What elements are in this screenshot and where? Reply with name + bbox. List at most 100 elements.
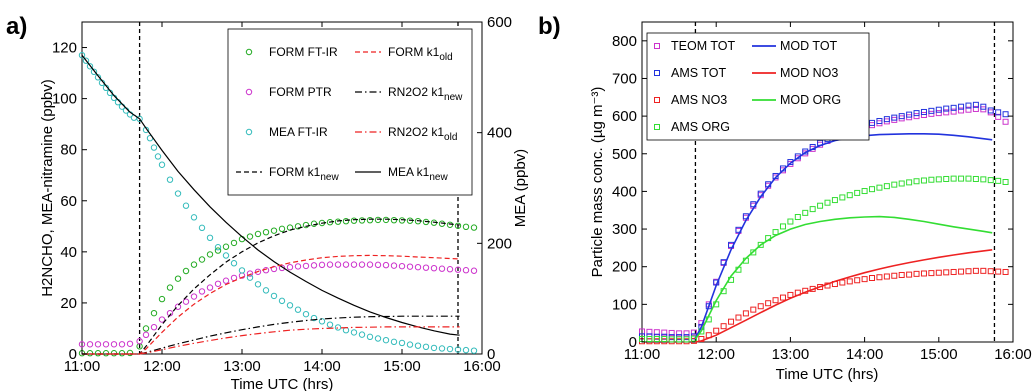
legend-label: AMS TOT: [671, 66, 726, 80]
legend-marker: [245, 128, 253, 136]
data-point: [891, 114, 898, 121]
series-line-mod-no3: [695, 249, 993, 343]
data-point: [683, 330, 690, 337]
data-point: [190, 293, 198, 300]
data-point: [430, 264, 438, 272]
panel-a-x-axis-label: Time UTC (hrs): [231, 376, 334, 391]
data-point: [222, 243, 230, 250]
data-point: [683, 336, 690, 343]
data-point: [965, 268, 972, 275]
data-point: [980, 103, 987, 110]
data-point: [883, 183, 890, 190]
data-point: [470, 347, 478, 354]
data-point: [374, 261, 382, 269]
data-point: [334, 261, 342, 268]
data-point: [350, 217, 358, 224]
x-tick-label: 16:00: [463, 358, 501, 375]
data-point: [350, 329, 358, 336]
data-point: [182, 298, 190, 305]
data-point: [118, 341, 126, 348]
data-point: [454, 266, 462, 273]
data-point: [750, 249, 757, 256]
panel-a-ticks: 11:00 12:00 13:00 14:00 15:00 16:000204060801…: [52, 14, 512, 375]
data-point: [326, 321, 334, 328]
data-point: [462, 267, 470, 274]
legend-label: FORM PTR: [269, 85, 332, 99]
data-point: [414, 263, 422, 271]
x-tick-label: 15:00: [383, 358, 421, 375]
legend-label: FORM FT-IR: [269, 45, 338, 59]
data-point: [935, 110, 942, 117]
data-point: [705, 303, 712, 310]
data-point: [943, 175, 950, 182]
data-point: [302, 221, 310, 229]
y-tick-label: 700: [612, 70, 637, 87]
data-point: [690, 329, 697, 336]
y-tick-label: 20: [60, 295, 77, 312]
data-point: [430, 344, 438, 352]
data-point: [294, 263, 302, 270]
data-point: [913, 113, 920, 120]
data-point: [174, 303, 182, 310]
x-tick-label: 13:00: [223, 358, 261, 375]
data-point: [246, 233, 254, 240]
panel-b-y-axis-label: Particle mass conc. (µg m⁻³): [589, 87, 606, 278]
data-point: [310, 262, 318, 269]
legend-label: TEOM TOT: [671, 39, 735, 53]
y-tick-label: 80: [60, 142, 77, 159]
data-point: [230, 260, 238, 267]
data-point: [350, 261, 358, 268]
data-point: [214, 280, 222, 287]
y-tick-label: 100: [612, 296, 637, 313]
data-point: [214, 247, 222, 254]
data-point: [972, 105, 979, 112]
data-point: [935, 176, 942, 183]
data-point: [950, 104, 957, 111]
legend-label: MOD ORG: [780, 93, 841, 107]
data-point: [846, 278, 853, 285]
series-form-ft-ir: [78, 216, 478, 357]
data-point: [757, 303, 764, 310]
y-tick-label: 40: [60, 244, 77, 261]
data-point: [406, 341, 414, 348]
data-point: [965, 106, 972, 113]
data-point: [358, 331, 366, 338]
data-point: [646, 335, 653, 342]
data-point: [765, 300, 772, 307]
data-point: [972, 175, 979, 182]
legend-label-subscript: old: [444, 132, 457, 143]
data-point: [254, 268, 262, 275]
data-point: [310, 220, 318, 227]
data-point: [787, 291, 794, 298]
series-form-ptr: [78, 261, 478, 348]
data-point: [86, 63, 94, 70]
data-point: [454, 346, 462, 353]
data-point: [262, 287, 270, 294]
data-point: [214, 244, 222, 251]
data-point: [302, 262, 310, 270]
series-line-form-k1-old: [82, 254, 460, 355]
data-point: [142, 325, 150, 332]
y-tick-label: 500: [612, 146, 637, 163]
data-point: [294, 306, 302, 313]
data-point: [198, 224, 206, 232]
data-point: [294, 223, 302, 230]
data-point: [913, 178, 920, 185]
series-line-mea-k1-new: [81, 54, 460, 336]
data-point: [720, 323, 727, 330]
data-point: [422, 343, 430, 351]
data-point: [110, 341, 118, 348]
data-point: [406, 263, 414, 270]
data-point: [653, 335, 660, 342]
data-point: [779, 223, 786, 230]
data-point: [913, 270, 920, 277]
data-point: [398, 262, 406, 270]
data-point: [913, 110, 920, 117]
data-point: [965, 102, 972, 109]
data-point: [824, 199, 831, 206]
data-point: [1002, 118, 1009, 125]
y2-tick-label: 400: [487, 125, 512, 142]
panel-a-label: a): [6, 13, 27, 40]
legend-label-subscript: new: [444, 92, 463, 103]
data-point: [206, 234, 214, 242]
